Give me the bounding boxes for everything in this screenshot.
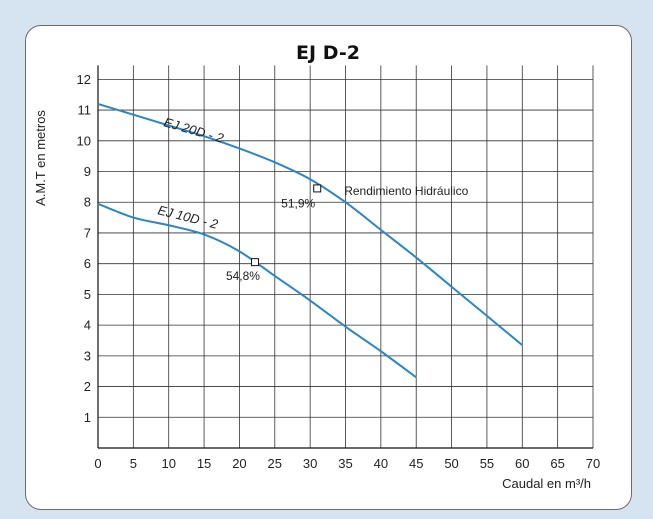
- x-tick-label: 65: [550, 456, 564, 471]
- chart-title: EJ D-2: [296, 42, 360, 64]
- x-tick-label: 15: [197, 456, 211, 471]
- x-tick-label: 25: [268, 456, 282, 471]
- y-tick-label: 3: [84, 348, 91, 363]
- x-tick-label: 35: [338, 456, 352, 471]
- y-tick-label: 9: [84, 164, 91, 179]
- y-tick-label: 12: [77, 72, 91, 87]
- x-tick-label: 70: [586, 456, 600, 471]
- y-tick-label: 7: [84, 225, 91, 240]
- x-tick-label: 30: [303, 456, 317, 471]
- y-tick-label: 11: [78, 103, 92, 118]
- annotations: Rendimiento Hidráulico 51,9% 54,8%: [226, 184, 469, 283]
- y-tick-label: 4: [84, 318, 91, 333]
- axes: 0 5 10 15 20 25 30 35 40 45 50 55 60 65 70123456789101…: [77, 65, 600, 471]
- chart-panel: EJ D-2 0 5 10 15 20 25 30 35 40 45 50 55 60 65 70 1 2 3 4 5…: [25, 25, 632, 510]
- x-tick-label: 45: [409, 456, 423, 471]
- x-tick-label: 55: [480, 456, 494, 471]
- annotation-label: 54,8%: [226, 269, 260, 283]
- x-tick-label: 50: [444, 456, 458, 471]
- y-tick-label: 5: [84, 287, 91, 302]
- x-tick-label: 0: [94, 456, 101, 471]
- x-tick-label: 20: [232, 456, 246, 471]
- y-tick-label: 6: [84, 256, 91, 271]
- annotation-label: 51,9%: [281, 196, 315, 210]
- grid: [98, 65, 594, 448]
- efficiency-marker: [250, 258, 259, 267]
- annotation-label: Rendimiento Hidráulico: [344, 184, 468, 198]
- x-axis-label: Caudal en m³/h: [502, 476, 591, 491]
- y-tick-label: 2: [84, 379, 91, 394]
- y-tick-label: 1: [84, 410, 91, 425]
- y-tick-label: 10: [77, 133, 91, 148]
- series-label: EJ 20D - 2: [162, 114, 226, 146]
- series-line: [97, 102, 523, 346]
- efficiency-marker: [313, 184, 322, 193]
- x-tick-label: 60: [515, 456, 529, 471]
- x-tick-label: 5: [130, 456, 137, 471]
- y-axis-label: A.M.T en metros: [33, 110, 48, 206]
- series-line: [97, 202, 417, 379]
- chart: EJ D-2 0 5 10 15 20 25 30 35 40 45 50 55 60 65 7012345…: [33, 42, 600, 491]
- x-tick-label: 10: [161, 456, 175, 471]
- x-tick-label: 40: [374, 456, 388, 471]
- series-label: EJ 10D - 2: [156, 202, 220, 232]
- y-tick-label: 8: [84, 195, 91, 210]
